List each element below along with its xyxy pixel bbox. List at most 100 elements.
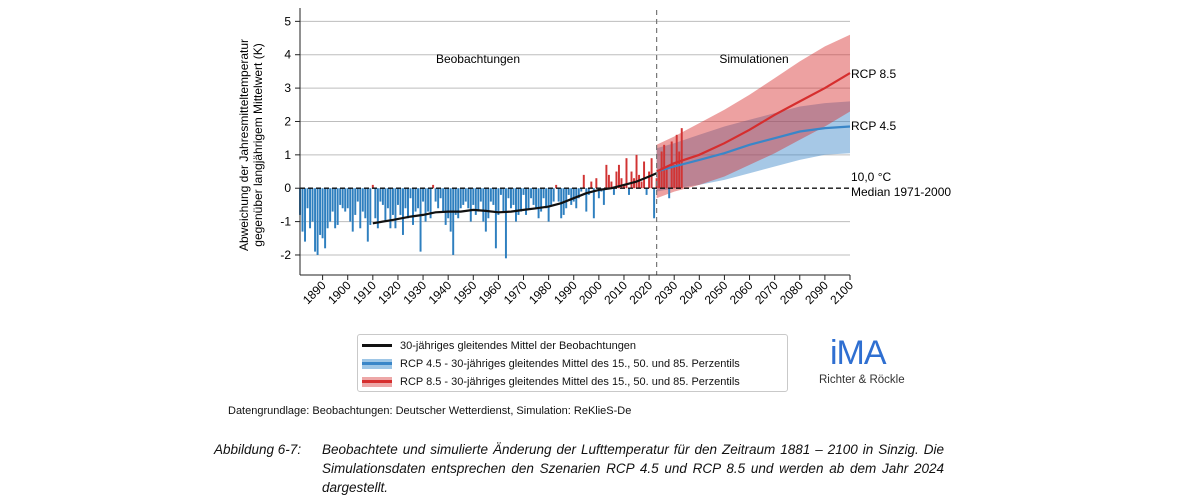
gridlines	[300, 20, 850, 256]
x-tick-label: 1930	[400, 278, 429, 307]
anomaly-bar	[376, 188, 379, 229]
anomaly-bar	[487, 188, 490, 219]
anomaly-bar	[515, 188, 517, 222]
anomaly-bar	[499, 188, 502, 195]
x-tick-label: 2100	[827, 278, 856, 307]
annual-anomaly-bars	[299, 128, 683, 259]
median-line-rcp-4-5	[656, 125, 851, 173]
legend-label: RCP 8.5 - 30-jähriges gleitendes Mittel …	[400, 376, 740, 388]
anomaly-bar	[552, 188, 555, 202]
legend-swatch	[362, 377, 392, 387]
anomaly-bar	[444, 188, 447, 225]
anomaly-bar	[457, 188, 460, 219]
anomaly-bar	[371, 184, 374, 189]
anomaly-bar	[409, 188, 412, 199]
rcp45-end-label: RCP 4.5	[851, 119, 896, 133]
x-tick-label: 1970	[501, 278, 530, 307]
x-tick-label: 1950	[451, 278, 480, 307]
anomaly-bar	[628, 188, 630, 195]
anomaly-bar	[301, 188, 304, 232]
anomaly-bar	[572, 188, 575, 202]
anomaly-bar	[540, 188, 543, 212]
anomaly-bar	[567, 188, 570, 195]
anomaly-bar	[602, 188, 605, 205]
anomaly-bar	[555, 184, 558, 189]
anomaly-bar	[665, 168, 668, 189]
series-lines	[300, 10, 851, 275]
anomaly-bar	[530, 188, 533, 199]
anomaly-bar	[329, 188, 332, 222]
anomaly-bar	[341, 188, 344, 209]
anomaly-bar	[590, 181, 593, 189]
anomaly-bar	[331, 188, 334, 212]
anomaly-bar	[422, 188, 425, 202]
anomaly-bar	[504, 188, 507, 259]
anomaly-bar	[509, 188, 512, 209]
anomaly-bar	[648, 171, 651, 189]
anomaly-bar	[565, 188, 568, 209]
x-tick-label: 2070	[752, 278, 781, 307]
x-tick-label: 1910	[350, 278, 379, 307]
legend-swatch	[362, 341, 392, 351]
x-tick-label: 2000	[576, 278, 605, 307]
anomaly-bar	[394, 188, 397, 229]
anomaly-bar	[653, 188, 656, 219]
anomaly-bar	[625, 158, 628, 189]
logo-text: iMA	[830, 334, 887, 372]
anomaly-bar	[635, 154, 638, 189]
anomaly-bar	[640, 181, 643, 189]
anomaly-bar	[580, 188, 583, 192]
anomaly-bar	[464, 188, 467, 202]
anomaly-bar	[462, 188, 465, 205]
x-tick-label: 2060	[727, 278, 756, 307]
anomaly-bar	[512, 188, 515, 205]
anomaly-bar	[469, 188, 472, 222]
anomaly-bar	[407, 188, 409, 219]
anomaly-bar	[479, 188, 482, 202]
anomaly-bar	[349, 188, 352, 222]
anomaly-bar	[482, 188, 485, 222]
anomaly-bar	[316, 188, 319, 255]
anomaly-bar	[309, 188, 312, 229]
x-tick-label: 1920	[375, 278, 404, 307]
x-tick-label: 1960	[476, 278, 505, 307]
region-label-simulations: Simulationen	[719, 52, 788, 66]
legend-item-rcp45: RCP 4.5 - 30-jähriges gleitendes Mittel …	[362, 356, 740, 372]
anomaly-bar	[326, 188, 329, 229]
median-value-label: 10,0 °C	[851, 170, 891, 184]
anomaly-bar	[439, 188, 442, 199]
anomaly-bar	[542, 188, 545, 199]
anomaly-bar	[334, 188, 337, 229]
region-label-observations: Beobachtungen	[436, 52, 520, 66]
anomaly-bar	[643, 161, 646, 189]
anomaly-bar	[379, 188, 382, 202]
anomaly-bar	[424, 188, 427, 222]
caption-text: Beobachtete und simulierte Änderung der …	[322, 442, 944, 495]
legend-item-observed-mean: 30-jähriges gleitendes Mittel der Beobac…	[362, 338, 636, 354]
anomaly-bar	[535, 188, 538, 209]
anomaly-bar	[673, 164, 676, 189]
anomaly-bar	[429, 188, 432, 219]
anomaly-bar	[319, 188, 322, 235]
anomaly-bar	[449, 188, 452, 232]
x-tick-label: 1940	[426, 278, 455, 307]
anomaly-bar	[364, 188, 367, 219]
anomaly-bar	[650, 158, 653, 189]
x-tick-label: 1980	[526, 278, 555, 307]
anomaly-bar	[522, 188, 525, 195]
anomaly-bar	[386, 188, 389, 209]
anomaly-bar	[344, 188, 347, 212]
anomaly-bar	[351, 188, 354, 232]
anomaly-bar	[525, 188, 528, 215]
caption-label: Abbildung 6-7:	[214, 442, 302, 457]
anomaly-bar	[620, 178, 623, 189]
y-tick-label: -2	[280, 248, 291, 262]
anomaly-bar	[389, 188, 392, 229]
anomaly-bar	[592, 188, 595, 219]
anomaly-bar	[467, 188, 470, 209]
y-tick-label: 2	[284, 114, 291, 128]
anomaly-bar	[311, 188, 314, 222]
anomaly-bar	[607, 174, 610, 189]
ima-logo: iMA Richter & Röckle	[815, 333, 925, 393]
x-tick-label: 2090	[802, 278, 831, 307]
